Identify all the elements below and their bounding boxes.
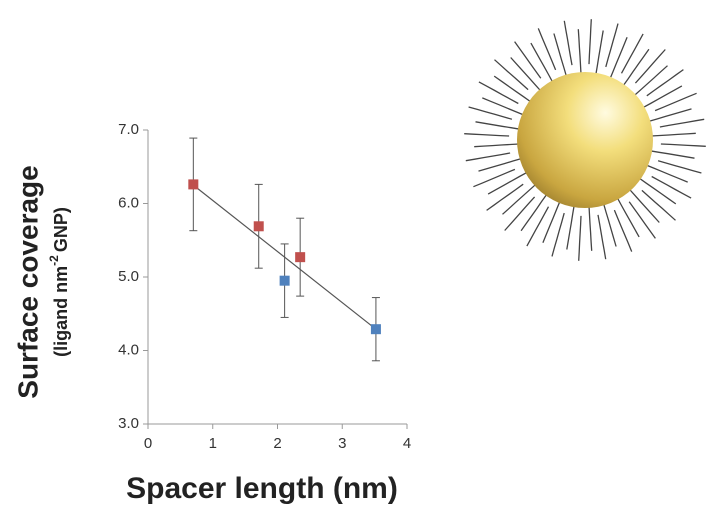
y-tick-label: 4.0 [118,341,139,358]
ligand [589,206,592,251]
ligand [511,58,541,92]
x-axis-label: Spacer length (nm) [126,472,398,505]
ligand [495,60,529,90]
y-axis-sublabel: (ligand nm-2 GNP) [47,207,71,357]
ligand [488,172,527,194]
point [295,252,305,262]
ligand [651,133,696,136]
x-tick-label: 1 [209,435,217,452]
ligand [487,184,524,210]
ligand [474,144,519,147]
ligand [531,43,553,82]
ligand [614,210,631,252]
ligand [643,86,682,108]
ligand [503,184,537,214]
ligand [598,215,606,259]
point [188,179,198,189]
nanoparticle [517,72,653,208]
ligand [476,122,520,129]
ligand [554,34,567,77]
ligand [538,28,555,70]
ligand [642,190,676,220]
ligand [639,178,676,204]
point [371,324,381,334]
y-sub-after: GNP) [51,207,71,252]
ligand [579,216,581,261]
ligand [473,169,515,186]
point [254,221,264,231]
y-tick-label: 7.0 [118,121,139,138]
ligand [505,197,535,231]
x-tick-label: 4 [403,435,411,452]
ligand [658,161,701,173]
ligand [596,31,603,75]
ligand [650,151,694,158]
y-tick-label: 5.0 [118,268,139,285]
ligand [521,194,547,231]
ligand [647,70,684,96]
y-sub-before: (ligand nm [51,266,71,357]
y-tick-label: 6.0 [118,194,139,211]
ligand [515,42,541,79]
ligand [469,107,512,119]
point [280,276,290,286]
ligand [655,93,697,110]
ligand [527,207,549,246]
x-tick-label: 2 [273,435,281,452]
ligand [648,109,691,122]
ligand [494,76,531,102]
ligand [617,198,639,237]
ligand [660,119,704,127]
ligand [634,66,668,96]
ligand [622,34,644,73]
ligand [589,19,591,64]
ligand [635,50,665,84]
y-axis-label: Surface coverage [12,165,43,398]
y-sub-sup: -2 [47,255,61,266]
ligand [629,202,655,239]
ligand [623,49,649,86]
x-tick-label: 0 [144,435,152,452]
ligand [567,205,574,249]
ligand [466,153,510,161]
ligand [578,29,581,74]
ligand [604,203,617,246]
ligand [606,24,618,67]
y-tick-label: 3.0 [118,415,139,432]
ligand [652,177,691,199]
x-tick-label: 3 [338,435,346,452]
ligand [479,82,518,104]
ligand [661,144,706,146]
ligand [479,159,522,172]
chart: Spacer length (nm) Surface coverage (lig… [0,0,707,506]
ligand [629,189,659,223]
ligand [564,21,572,65]
ligand [552,213,564,256]
ligand [464,134,509,136]
